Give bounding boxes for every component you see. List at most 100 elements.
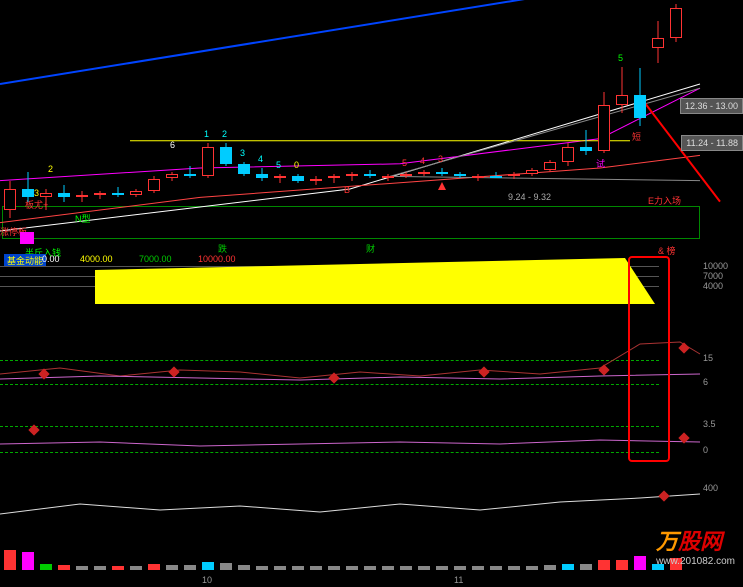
candle-number: 5 — [276, 160, 281, 170]
candle[interactable] — [634, 0, 646, 252]
volume-bar[interactable] — [328, 566, 340, 570]
volume-bar[interactable] — [634, 556, 646, 570]
candle[interactable] — [598, 0, 610, 252]
volume-bar[interactable] — [274, 566, 286, 570]
volume-bar[interactable] — [580, 564, 592, 570]
volume-bar[interactable] — [58, 565, 70, 570]
candle[interactable] — [274, 0, 286, 252]
candle[interactable] — [112, 0, 124, 252]
candle-number: 3 — [240, 148, 245, 158]
indicator-lines — [0, 324, 701, 414]
candle[interactable] — [436, 0, 448, 252]
annotation-text: N型 — [75, 212, 91, 225]
highlight-box — [628, 256, 670, 462]
volume-bar[interactable] — [22, 552, 34, 570]
volume-bar[interactable] — [238, 565, 250, 570]
annotation-text: 6 — [170, 140, 175, 150]
marker-box — [20, 232, 34, 244]
volume-bar[interactable] — [472, 566, 484, 570]
volume-indicator-panel[interactable]: 基金动能0.004000.007000.0010000.00 — [0, 252, 701, 324]
candle[interactable] — [490, 0, 502, 252]
price-range-label: 12.36 - 13.00 — [680, 98, 743, 114]
volume-bar[interactable] — [544, 565, 556, 570]
candle[interactable] — [346, 0, 358, 252]
logo-part-2: 股网 — [678, 529, 722, 554]
candle[interactable] — [58, 0, 70, 252]
candle-number: 3 — [438, 154, 443, 164]
oscillator-panel-1[interactable] — [0, 324, 701, 414]
candle[interactable] — [508, 0, 520, 252]
volume-bar[interactable] — [76, 566, 88, 570]
volume-bar[interactable] — [598, 560, 610, 570]
candle[interactable] — [292, 0, 304, 252]
bottom-volume-bars[interactable] — [0, 538, 701, 570]
candle[interactable] — [418, 0, 430, 252]
volume-bar[interactable] — [220, 563, 232, 570]
candle[interactable] — [202, 0, 214, 252]
candle[interactable] — [544, 0, 556, 252]
volume-bar[interactable] — [418, 566, 430, 570]
candle-number: 5 — [618, 53, 623, 63]
candle[interactable] — [310, 0, 322, 252]
candle-number: 2 — [222, 129, 227, 139]
oscillator-panel-3[interactable] — [0, 474, 701, 534]
volume-bar[interactable] — [256, 566, 268, 570]
volume-bar[interactable] — [202, 562, 214, 570]
volume-bar[interactable] — [400, 566, 412, 570]
candle[interactable] — [616, 0, 628, 252]
volume-bar[interactable] — [40, 564, 52, 570]
volume-bar[interactable] — [184, 565, 196, 570]
candle[interactable] — [328, 0, 340, 252]
candle[interactable] — [220, 0, 232, 252]
volume-bar[interactable] — [562, 564, 574, 570]
logo-url: www.201082.com — [656, 556, 735, 567]
candle[interactable] — [670, 0, 682, 252]
candle-number: 0 — [294, 160, 299, 170]
candlestick-chart[interactable]: 123450B543试5短涨停板板尤+半斤入钱N型3269.24 - 9.32E… — [0, 0, 701, 252]
candle[interactable] — [40, 0, 52, 252]
volume-bar[interactable] — [364, 566, 376, 570]
candle[interactable] — [238, 0, 250, 252]
volume-bar[interactable] — [4, 550, 16, 570]
volume-bar[interactable] — [382, 566, 394, 570]
volume-bar[interactable] — [94, 566, 106, 570]
candle[interactable] — [580, 0, 592, 252]
candle[interactable] — [382, 0, 394, 252]
candle[interactable] — [94, 0, 106, 252]
candle[interactable] — [148, 0, 160, 252]
volume-bar[interactable] — [454, 566, 466, 570]
volume-bar[interactable] — [346, 566, 358, 570]
volume-bar[interactable] — [166, 565, 178, 570]
candle[interactable] — [652, 0, 664, 252]
volume-bar[interactable] — [436, 566, 448, 570]
volume-bar[interactable] — [526, 566, 538, 570]
volume-bar[interactable] — [292, 566, 304, 570]
volume-bar[interactable] — [490, 566, 502, 570]
oscillator-panel-2[interactable] — [0, 414, 701, 474]
candle[interactable] — [130, 0, 142, 252]
candle[interactable] — [22, 0, 34, 252]
candle-number: 4 — [258, 154, 263, 164]
volume-bar[interactable] — [148, 564, 160, 570]
oscillator-2-axis: 3.50 — [701, 414, 743, 474]
volume-bar[interactable] — [130, 566, 142, 570]
candle[interactable] — [256, 0, 268, 252]
volume-bar[interactable] — [112, 566, 124, 570]
volume-bar[interactable] — [508, 566, 520, 570]
volume-bar[interactable] — [310, 566, 322, 570]
candle[interactable] — [4, 0, 16, 252]
candle[interactable] — [526, 0, 538, 252]
volume-bar[interactable] — [616, 560, 628, 570]
candle[interactable] — [562, 0, 574, 252]
candle[interactable] — [184, 0, 196, 252]
candle[interactable] — [364, 0, 376, 252]
candle[interactable] — [472, 0, 484, 252]
candle[interactable] — [166, 0, 178, 252]
watermark-logo: 万股网 www.201082.com — [656, 524, 735, 567]
price-range-label: 11.24 - 11.88 — [681, 135, 743, 151]
candle-number: 4 — [420, 156, 425, 166]
volume-axis: 1000070004000 — [701, 252, 743, 324]
candle-number: 5 — [402, 158, 407, 168]
candle[interactable] — [454, 0, 466, 252]
candle[interactable] — [400, 0, 412, 252]
